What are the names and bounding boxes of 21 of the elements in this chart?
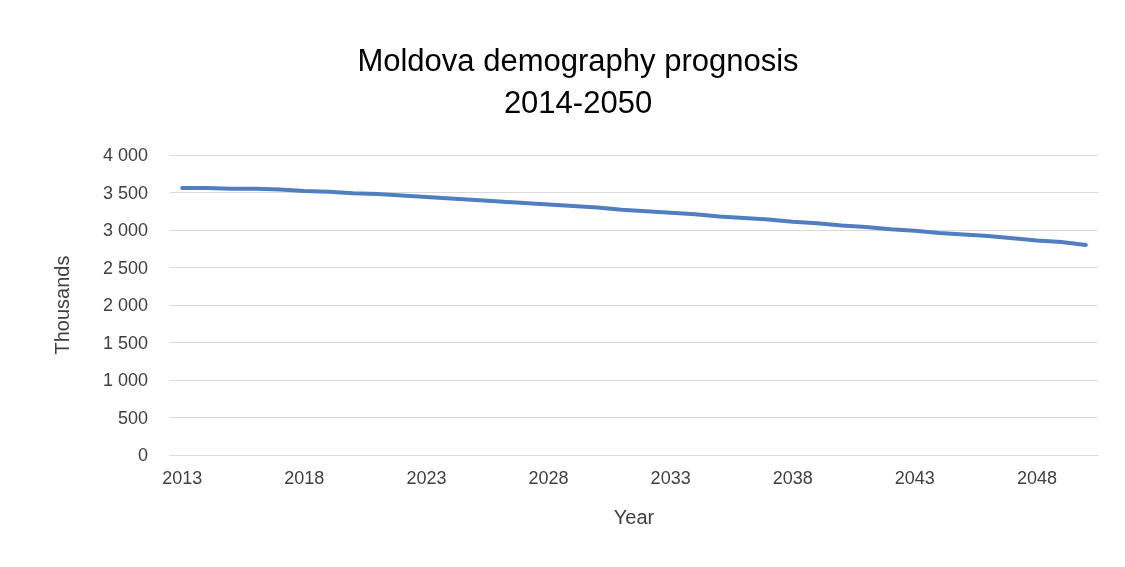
y-tick-label: 3 500 bbox=[102, 182, 148, 203]
x-tick-label: 2013 bbox=[162, 468, 203, 488]
y-tick-label: 4 000 bbox=[102, 145, 148, 165]
x-tick-label: 2023 bbox=[406, 468, 447, 488]
x-tick-label: 2038 bbox=[772, 468, 813, 488]
y-tick-label: 500 bbox=[117, 407, 148, 428]
y-tick-label: 2 000 bbox=[102, 295, 148, 315]
y-tick-label: 1 500 bbox=[102, 332, 148, 353]
chart-title: Moldova demography prognosis 2014-2050 bbox=[357, 42, 799, 120]
y-tick-label: 0 bbox=[137, 445, 148, 465]
y-axis-title: Thousands bbox=[51, 255, 73, 355]
y-tick-label: 3 000 bbox=[102, 220, 148, 240]
line-series bbox=[180, 186, 1088, 247]
y-tick-label: 1 000 bbox=[102, 370, 148, 390]
x-tick-label: 2018 bbox=[284, 468, 325, 488]
x-axis-title: Year bbox=[613, 506, 655, 528]
x-tick-label: 2033 bbox=[650, 468, 691, 488]
y-tick-label: 2 500 bbox=[102, 257, 148, 278]
x-tick-label: 2028 bbox=[528, 468, 569, 488]
x-tick-label: 2048 bbox=[1016, 468, 1057, 488]
x-tick-label: 2043 bbox=[894, 468, 935, 488]
